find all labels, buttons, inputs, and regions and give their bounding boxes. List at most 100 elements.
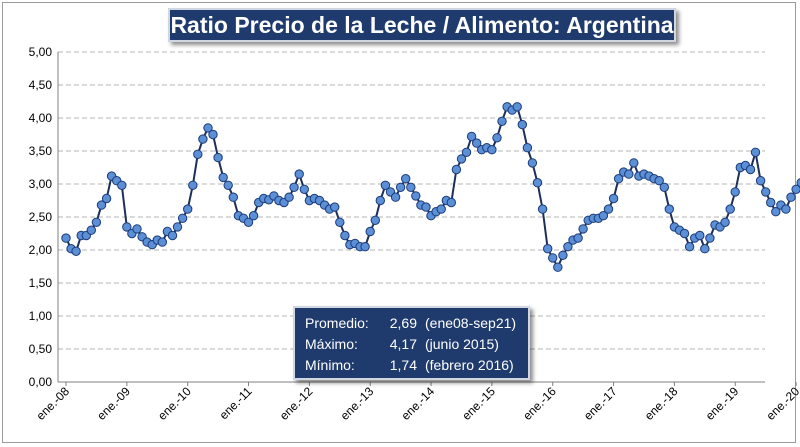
data-point — [421, 202, 431, 212]
data-point — [401, 174, 411, 184]
data-point — [527, 158, 538, 168]
data-point — [750, 147, 761, 158]
x-tick-label: ene.-20 — [764, 384, 800, 423]
stats-value: 4,17 — [389, 336, 417, 352]
stats-label: Máximo: — [305, 336, 358, 352]
data-point — [198, 134, 208, 144]
data-point — [203, 123, 213, 133]
data-point — [375, 195, 385, 206]
stats-note: (ene08-sep21) — [425, 315, 517, 331]
data-point — [771, 207, 781, 217]
data-point — [193, 149, 203, 160]
data-point — [679, 228, 690, 239]
data-point — [243, 217, 254, 228]
data-point — [700, 244, 710, 254]
chart-title: Ratio Precio de la Leche / Alimento: Arg… — [168, 8, 676, 42]
data-point — [218, 172, 228, 183]
data-point — [461, 147, 472, 158]
data-point — [613, 174, 624, 184]
data-point — [299, 184, 309, 195]
y-tick-label: 2,50 — [29, 210, 53, 224]
data-point — [558, 250, 568, 261]
stats-box: Promedio: 2,69 (ene08-sep21) Máximo: 4,17 (j… — [293, 306, 530, 380]
data-point — [228, 192, 239, 202]
y-tick-label: 1,50 — [29, 276, 53, 290]
x-tick-label: ene.-14 — [398, 384, 437, 423]
data-point — [781, 204, 791, 214]
data-point — [157, 237, 168, 247]
data-point — [335, 217, 345, 228]
y-tick-label: 2,00 — [29, 243, 53, 257]
data-point — [390, 192, 401, 202]
data-point — [522, 143, 533, 153]
x-tick-label: ene.-11 — [217, 384, 255, 422]
data-point — [517, 119, 527, 130]
data-point — [451, 164, 462, 175]
data-point — [330, 202, 340, 212]
data-point — [91, 217, 102, 228]
data-point — [705, 233, 715, 243]
data-point — [796, 178, 800, 188]
data-point — [608, 193, 619, 204]
data-point — [466, 131, 477, 142]
data-point — [532, 178, 543, 188]
data-point — [208, 129, 218, 140]
x-tick-label: ene.-09 — [94, 384, 133, 423]
stats-row-minimo: Mínimo: 1,74 (febrero 2016) — [305, 355, 528, 376]
data-point — [664, 204, 674, 214]
data-point — [761, 187, 771, 197]
stats-row-maximo: Máximo: 4,17 (junio 2015) — [305, 334, 528, 355]
data-point — [578, 224, 588, 234]
stats-row-promedio: Promedio: 2,69 (ene08-sep21) — [305, 313, 528, 334]
stats-value: 1,74 — [389, 357, 417, 373]
data-point — [436, 204, 446, 214]
data-point — [380, 180, 391, 191]
data-point — [755, 176, 766, 186]
data-point — [188, 180, 198, 191]
data-point — [370, 215, 380, 226]
y-tick-label: 4,00 — [29, 111, 53, 125]
data-point — [248, 211, 259, 221]
stats-label: Mínimo: — [305, 357, 355, 373]
data-point — [132, 224, 142, 234]
data-point — [177, 213, 188, 224]
x-tick-label: ene.-12 — [277, 384, 316, 423]
data-point — [598, 211, 609, 221]
data-point — [289, 182, 299, 193]
data-point — [96, 200, 107, 210]
data-point — [456, 154, 467, 164]
data-point — [360, 242, 370, 252]
y-tick-label: 0,50 — [29, 342, 53, 356]
data-point — [725, 204, 735, 214]
data-point — [695, 230, 705, 241]
data-point — [117, 180, 127, 191]
y-tick-label: 0,00 — [29, 375, 53, 389]
data-point — [71, 246, 81, 257]
data-point — [122, 222, 132, 232]
data-point — [183, 204, 193, 214]
data-point — [659, 182, 669, 193]
x-tick-label: ene.-18 — [642, 384, 681, 423]
x-tick-label: ene.-10 — [155, 384, 194, 423]
y-tick-label: 3,00 — [29, 177, 53, 191]
axes — [57, 52, 765, 383]
x-tick-label: ene.-17 — [581, 384, 620, 423]
data-point — [629, 158, 639, 168]
data-point — [730, 187, 740, 197]
x-tick-label: ene.-13 — [338, 384, 377, 423]
data-point — [411, 191, 421, 201]
data-point — [472, 138, 482, 148]
stats-note: (febrero 2016) — [425, 357, 514, 373]
data-point — [786, 192, 796, 202]
data-point — [497, 116, 507, 127]
data-point — [553, 262, 563, 272]
y-tick-label: 1,00 — [29, 309, 53, 323]
data-point — [654, 176, 664, 186]
y-tick-label: 3,50 — [29, 144, 53, 158]
data-point — [167, 230, 178, 241]
stats-note: (junio 2015) — [425, 336, 499, 352]
series-group — [61, 102, 800, 272]
data-point — [603, 204, 614, 214]
data-point — [563, 242, 573, 252]
data-point — [340, 230, 350, 241]
